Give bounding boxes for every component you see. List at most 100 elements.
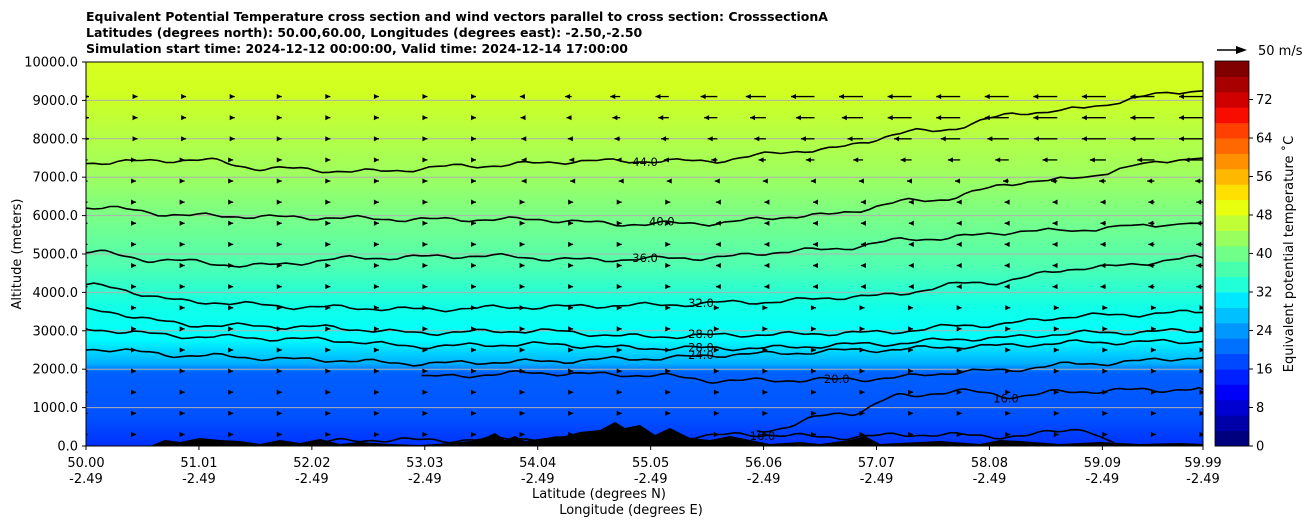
wind-vector (908, 220, 914, 226)
colorbar-segment (1215, 199, 1249, 216)
wind-vector (665, 389, 671, 395)
wind-vector (800, 136, 815, 142)
wind-vector (908, 199, 914, 205)
wind-vector (1179, 93, 1203, 100)
wind-vector (131, 431, 137, 438)
wind-vector (1004, 284, 1010, 290)
wind-vector (1196, 284, 1203, 290)
wind-vector (181, 136, 187, 142)
wind-vector (1052, 284, 1058, 290)
x-tick-label-latitude: 59.99 (1184, 456, 1221, 471)
wind-vector (758, 157, 766, 163)
colorbar-segment (1215, 168, 1249, 185)
wind-vector (1137, 157, 1155, 163)
wind-vector (422, 178, 428, 184)
wind-vector (665, 199, 671, 205)
wind-vector (1100, 241, 1106, 247)
wind-vector (373, 199, 379, 205)
wind-vector (181, 93, 187, 100)
wind-vector (859, 326, 865, 332)
wind-vector (276, 136, 282, 142)
colorbar-segment (1215, 353, 1249, 370)
x-tick-label-longitude: -2.49 (1186, 472, 1220, 487)
wind-vector (519, 410, 525, 416)
wind-vector (131, 178, 137, 184)
wind-vector (422, 431, 428, 438)
wind-vector (936, 93, 961, 100)
wind-vector (713, 410, 719, 416)
wind-vector (131, 241, 137, 247)
wind-vector (276, 284, 282, 290)
wind-vector (568, 199, 574, 205)
wind-vector (956, 389, 962, 395)
wind-vector (568, 347, 574, 353)
wind-vector (1150, 305, 1156, 311)
wind-vector (1196, 241, 1203, 247)
wind-vector (325, 368, 331, 374)
wind-vector (568, 220, 574, 226)
wind-vector (519, 241, 525, 247)
wind-vector (616, 284, 622, 290)
wind-vector (132, 93, 138, 100)
wind-vector (1199, 347, 1203, 353)
wind-vector (711, 157, 718, 163)
colorbar-tick-label: 16 (1256, 363, 1273, 378)
wind-vector (1196, 199, 1203, 205)
y-tick-label: 6000.0 (33, 209, 79, 224)
wind-vector (1051, 178, 1058, 184)
wind-vector (1052, 262, 1058, 269)
wind-vector (1199, 410, 1203, 416)
wind-vector (1102, 305, 1108, 311)
wind-vector (179, 389, 185, 395)
colorbar-tick-label: 48 (1256, 209, 1273, 224)
wind-vector (745, 93, 766, 100)
wind-vector (1102, 326, 1108, 332)
x-axis: 50.00-2.4951.01-2.4952.02-2.4953.03-2.49… (67, 446, 1222, 487)
wind-vector (956, 305, 962, 311)
wind-vector (1196, 262, 1203, 269)
wind-vector (1003, 178, 1009, 184)
wind-vector (1005, 347, 1011, 353)
wind-vector (471, 115, 477, 121)
wind-vector (471, 241, 477, 247)
wind-vector (1199, 368, 1203, 374)
colorbar-segment (1215, 307, 1249, 324)
x-tick-label-longitude: -2.49 (69, 472, 103, 487)
wind-vector (790, 93, 815, 100)
wind-vector (839, 93, 864, 100)
wind-vector (519, 220, 525, 226)
wind-vector (764, 262, 770, 269)
wind-vector (131, 284, 137, 290)
wind-vector (471, 178, 477, 184)
wind-vector (1004, 199, 1010, 205)
wind-vector (1053, 347, 1059, 353)
wind-vector (373, 410, 379, 416)
x-axis-label-latitude: Latitude (degrees N) (532, 487, 666, 502)
wind-vector (131, 389, 137, 395)
wind-vector (1053, 368, 1059, 374)
contour-label: 16.0 (750, 429, 776, 443)
colorbar-segment (1215, 338, 1249, 355)
wind-vector (229, 93, 235, 100)
wind-vector (954, 178, 961, 184)
arrow-icon (1236, 46, 1247, 54)
wind-vector (422, 220, 428, 226)
wind-vector (228, 241, 234, 247)
wind-vector (373, 220, 379, 226)
wind-vector (940, 136, 961, 142)
wind-vector (131, 220, 137, 226)
wind-vector (568, 368, 574, 374)
wind-vector (616, 241, 622, 247)
x-tick-label-latitude: 59.09 (1084, 456, 1121, 471)
wind-vector (1005, 431, 1011, 438)
colorbar: 0 8 16 24 32 40 48 56 64 72 (1214, 60, 1273, 455)
wind-vector (1179, 136, 1203, 142)
x-tick-label-longitude: -2.49 (182, 472, 216, 487)
wind-vector (1179, 115, 1203, 121)
contour-label: 36.0 (632, 251, 658, 265)
contour-line (86, 327, 1203, 352)
wind-vector (373, 241, 379, 247)
y-tick-label: 9000.0 (33, 94, 79, 109)
contour-line (86, 307, 1203, 340)
wind-vector (569, 157, 575, 163)
